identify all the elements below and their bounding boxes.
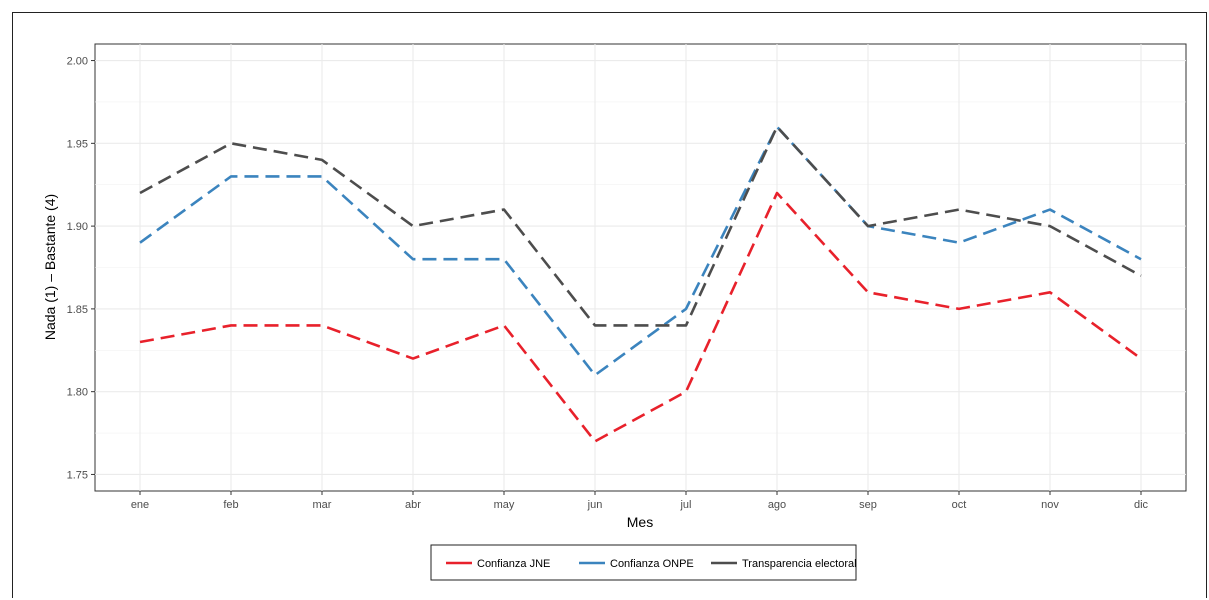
grid-lines: [95, 44, 1186, 491]
legend-label: Transparencia electoral: [742, 558, 857, 570]
x-tick-label: feb: [223, 499, 238, 511]
y-tick-label: 2.00: [67, 56, 88, 68]
x-axis: ene feb mar abr may jun jul ago sep oct nov dic: [131, 491, 1149, 511]
x-tick-label: ene: [131, 499, 149, 511]
y-tick-label: 1.95: [67, 138, 88, 150]
x-axis-title: Mes: [627, 514, 653, 530]
x-tick-label: jun: [587, 499, 603, 511]
x-tick-label: nov: [1041, 499, 1059, 511]
x-tick-label: abr: [405, 499, 421, 511]
x-tick-label: mar: [313, 499, 332, 511]
series-line: [139, 125, 1142, 377]
y-axis-title: Nada (1) – Bastante (4): [42, 194, 58, 340]
legend: Confianza JNE Confianza ONPE Transparencia…: [430, 544, 857, 581]
y-axis: 1.75 1.80 1.85 1.90 1.95 2.00: [67, 56, 95, 481]
legend-box: [430, 544, 857, 581]
legend-label: Confianza ONPE: [610, 558, 694, 570]
y-tick-label: 1.80: [67, 387, 88, 399]
y-tick-label: 1.85: [67, 304, 88, 316]
x-tick-label: may: [494, 499, 515, 511]
x-tick-label: dic: [1134, 499, 1149, 511]
series-line: [139, 125, 1142, 327]
series-line: [139, 191, 1142, 443]
legend-label: Confianza JNE: [477, 558, 550, 570]
y-tick-label: 1.90: [67, 221, 88, 233]
x-tick-label: oct: [952, 499, 967, 511]
series-lines: [139, 125, 1142, 443]
x-tick-label: sep: [859, 499, 877, 511]
y-tick-label: 1.75: [67, 469, 88, 481]
x-tick-label: jul: [679, 499, 691, 511]
x-tick-label: ago: [768, 499, 786, 511]
